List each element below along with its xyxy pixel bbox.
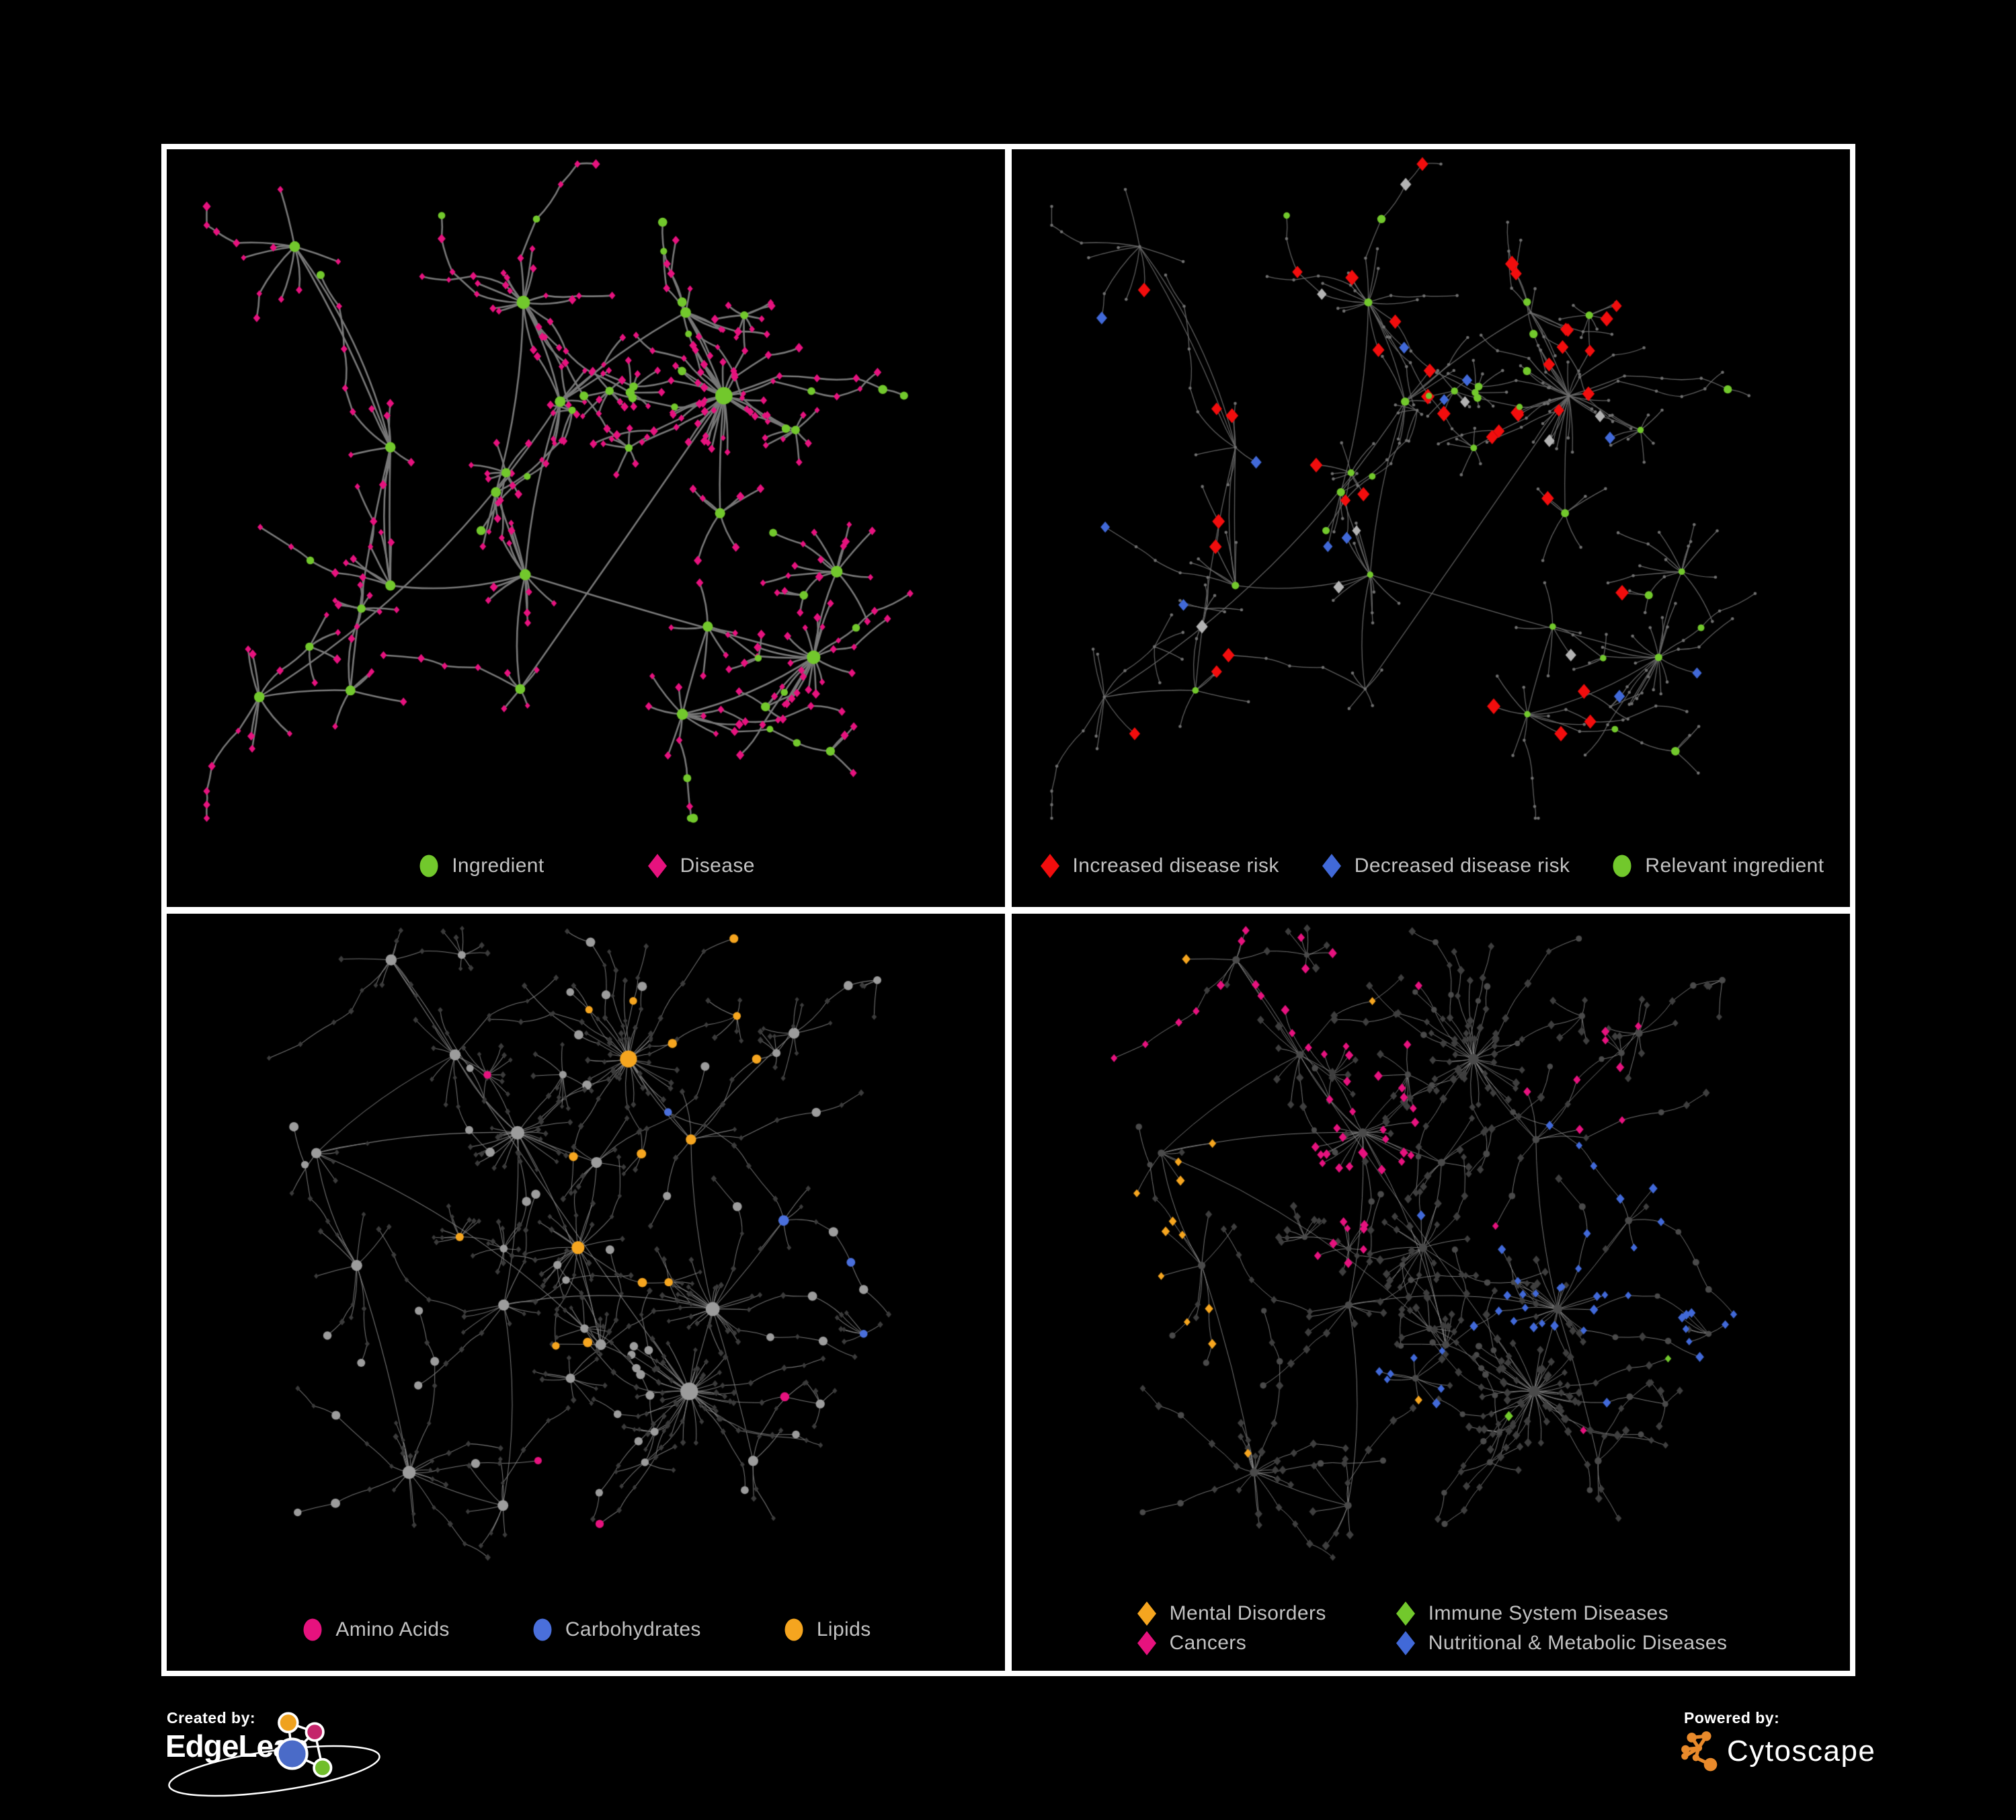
- disease-risk-network-canvas: [1012, 149, 1850, 907]
- legend-item-lipids: Lipids: [782, 1616, 871, 1644]
- legend-item-immune-system-diseases: Immune System Diseases: [1394, 1599, 1728, 1628]
- decreased-risk-marker-icon: [1320, 852, 1344, 880]
- legend-item-carbohydrates: Carbohydrates: [530, 1616, 701, 1644]
- created-by-label: Created by:: [167, 1709, 256, 1727]
- legend-label-decreased-risk: Decreased disease risk: [1354, 854, 1570, 877]
- edgeleap-credit: Created by: EdgeLeap: [161, 1709, 390, 1803]
- legend-disease-risk: Increased disease risk Decreased disease…: [1012, 852, 1850, 880]
- legend-item-decreased-risk: Decreased disease risk: [1320, 852, 1570, 880]
- legend-ingredient-classes: Amino Acids Carbohydrates Lipids: [167, 1616, 1005, 1644]
- disease-classes-network-canvas: [1012, 913, 1850, 1671]
- legend-item-mental-disorders: Mental Disorders: [1135, 1599, 1326, 1628]
- legend-label-carbohydrates: Carbohydrates: [565, 1618, 701, 1640]
- legend-label-cancers: Cancers: [1169, 1632, 1247, 1654]
- immune-system-marker-icon: [1394, 1599, 1418, 1628]
- legend-item-increased-risk: Increased disease risk: [1038, 852, 1279, 880]
- mental-disorders-marker-icon: [1135, 1599, 1159, 1628]
- disease-marker-icon: [645, 852, 670, 880]
- legend-label-relevant-ingredient: Relevant ingredient: [1645, 854, 1824, 877]
- ingredient-disease-network-canvas: [167, 149, 1005, 907]
- legend-label-nutritional-metabolic: Nutritional & Metabolic Diseases: [1428, 1632, 1728, 1654]
- legend-label-mental-disorders: Mental Disorders: [1169, 1602, 1326, 1624]
- legend-label-amino-acids: Amino Acids: [335, 1618, 450, 1640]
- lipids-marker-icon: [782, 1616, 806, 1644]
- legend-item-cancers: Cancers: [1135, 1629, 1326, 1657]
- relevant-ingredient-marker-icon: [1610, 852, 1634, 880]
- legend-label-ingredient: Ingredient: [452, 854, 545, 877]
- panel-ingredient-classes: Amino Acids Carbohydrates Lipids: [167, 913, 1005, 1671]
- amino-acids-marker-icon: [300, 1616, 325, 1644]
- legend-item-ingredient: Ingredient: [417, 852, 544, 880]
- cytoscape-credit: Powered by: Cytoscape: [1679, 1709, 1894, 1790]
- legend-ingredient-disease: Ingredient Disease: [167, 852, 1005, 880]
- legend-disease-classes: Mental Disorders Cancers Immune System D…: [1012, 1599, 1850, 1657]
- cytoscape-logo-text: Cytoscape: [1727, 1735, 1876, 1768]
- powered-by-label: Powered by:: [1684, 1709, 1780, 1727]
- increased-risk-marker-icon: [1038, 852, 1062, 880]
- legend-item-relevant-ingredient: Relevant ingredient: [1610, 852, 1824, 880]
- legend-label-disease: Disease: [680, 854, 755, 877]
- legend-label-increased-risk: Increased disease risk: [1072, 854, 1279, 877]
- panel-disease-classes: Mental Disorders Cancers Immune System D…: [1012, 913, 1850, 1671]
- network-panel-grid: Ingredient Disease Increased disease ris…: [161, 144, 1855, 1676]
- legend-label-lipids: Lipids: [816, 1618, 871, 1640]
- cytoscape-logo-icon: [1681, 1731, 1718, 1772]
- ingredient-marker-icon: [417, 852, 441, 880]
- ingredient-classes-network-canvas: [167, 913, 1005, 1671]
- edgeleap-swoosh-icon: [168, 1745, 380, 1797]
- carbohydrates-marker-icon: [530, 1616, 555, 1644]
- panel-disease-risk: Increased disease risk Decreased disease…: [1012, 149, 1850, 907]
- edgeleap-network-icon: [276, 1712, 333, 1778]
- cancers-marker-icon: [1135, 1629, 1159, 1657]
- panel-ingredient-disease: Ingredient Disease: [167, 149, 1005, 907]
- legend-item-amino-acids: Amino Acids: [300, 1616, 449, 1644]
- nutritional-metabolic-marker-icon: [1394, 1629, 1418, 1657]
- legend-item-disease: Disease: [645, 852, 755, 880]
- legend-item-nutritional-metabolic: Nutritional & Metabolic Diseases: [1394, 1629, 1728, 1657]
- legend-label-immune-system-diseases: Immune System Diseases: [1428, 1602, 1668, 1624]
